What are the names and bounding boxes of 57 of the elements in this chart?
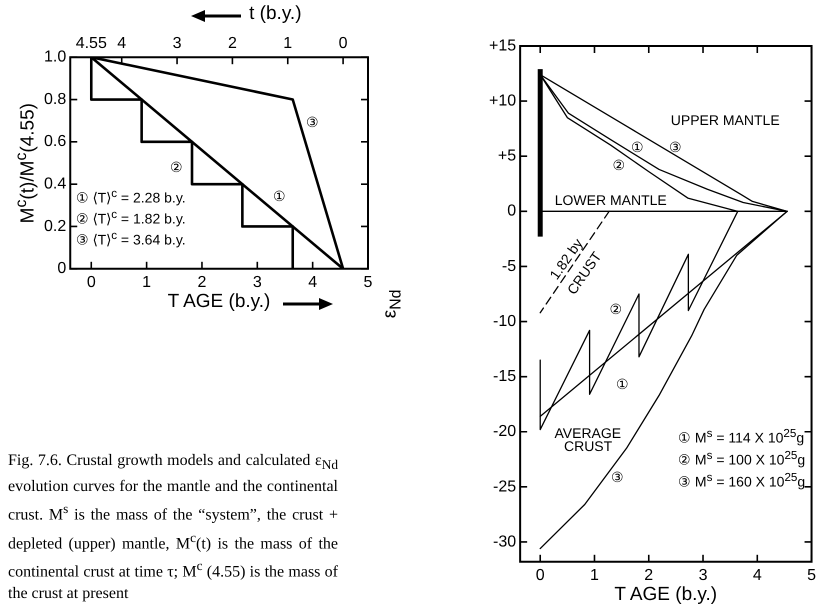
y-tick-label: -20 — [493, 423, 516, 440]
x2-tick-label: 4 — [117, 35, 126, 52]
x-axis-title: T AGE (b.y.) — [168, 290, 270, 313]
x2-tick-label: 4.55 — [76, 35, 107, 52]
y-tick-label: -25 — [493, 478, 516, 496]
y-tick-label: 0.8 — [44, 90, 66, 108]
annotation: ① — [630, 138, 644, 158]
x2-axis-title: t (b.y.) — [249, 3, 302, 26]
x-tick-label: 3 — [698, 566, 708, 584]
annotation: ① M$^{s}$ = 114 X 10$^{25}$g — [678, 426, 804, 448]
y-tick-label: -5 — [502, 258, 516, 275]
x-tick-label: 1 — [142, 274, 152, 291]
x2-tick-label: 3 — [172, 35, 182, 52]
annotation: ③ M$^{s}$ = 160 X 10$^{25}$g — [678, 470, 806, 492]
y-tick-label: 0 — [507, 202, 516, 220]
annotation: ① ⟨T⟩$^{c}$ = 2.28 b.y. — [76, 186, 186, 208]
annotation: ② M$^{s}$ = 100 X 10$^{25}$g — [678, 448, 806, 470]
annotation: ② — [610, 300, 623, 320]
y-tick-label: -15 — [493, 368, 516, 386]
annotation: ③ — [610, 468, 624, 487]
y-tick-label: 0 — [57, 260, 66, 278]
chart-title: Fig. 7.6. Crustal growth models and calculated ε$_{Nd}$ evolution curves for the mantle and the continental crust. M$^{s}$ is the mass of the “system”, the crust + depleted (upper) mantle, M$^{c}$(t) is the mass of the continental crust at time τ; M$^{c}$ (4.55) is the mass of the crust at present — [8, 452, 338, 602]
y-tick-label: +10 — [489, 92, 516, 110]
x-tick-label: 1 — [590, 566, 600, 584]
annotation: ③ — [668, 138, 682, 158]
y-tick-label: 1.0 — [44, 48, 66, 66]
y-tick-label: -30 — [493, 533, 516, 550]
x-tick-label: 2 — [198, 274, 207, 291]
x-tick-label: 3 — [252, 274, 262, 291]
annotation: ③ — [306, 112, 320, 132]
annotation: ② ⟨T⟩$^{c}$ = 1.82 b.y. — [76, 206, 186, 229]
y-tick-label: 0.6 — [44, 133, 66, 150]
x2-tick-label: 1 — [283, 35, 292, 52]
y-tick-label: +5 — [498, 148, 516, 165]
y-tick-label: -10 — [493, 312, 516, 330]
x-tick-label: 4 — [308, 274, 318, 291]
y-tick-label: 0.4 — [44, 176, 66, 193]
annotation: ① — [616, 375, 630, 394]
annotation: ① — [272, 186, 286, 206]
x-tick-label: 2 — [644, 566, 654, 584]
y-tick-label: +15 — [489, 37, 516, 54]
x2-tick-label: 0 — [338, 35, 348, 52]
x-tick-label: 0 — [86, 274, 96, 291]
annotation: UPPER MANTLE — [670, 110, 780, 130]
x-axis-title: T AGE (b.y.) — [614, 584, 718, 606]
x2-tick-label: 2 — [228, 35, 237, 52]
x-tick-label: 5 — [364, 274, 373, 291]
annotation: AVERAGE — [554, 424, 622, 441]
annotation: ② — [170, 158, 183, 178]
annotation: CRUST — [564, 438, 612, 456]
x-tick-label: 0 — [536, 566, 545, 584]
y-tick-label: 0.2 — [44, 218, 66, 235]
annotation: LOWER MANTLE — [554, 190, 667, 210]
annotation: ② — [612, 156, 626, 176]
x-tick-label: 5 — [807, 566, 816, 584]
annotation: ③ ⟨T⟩$^{c}$ = 3.64 b.y. — [76, 228, 186, 250]
x-tick-label: 4 — [752, 566, 762, 584]
